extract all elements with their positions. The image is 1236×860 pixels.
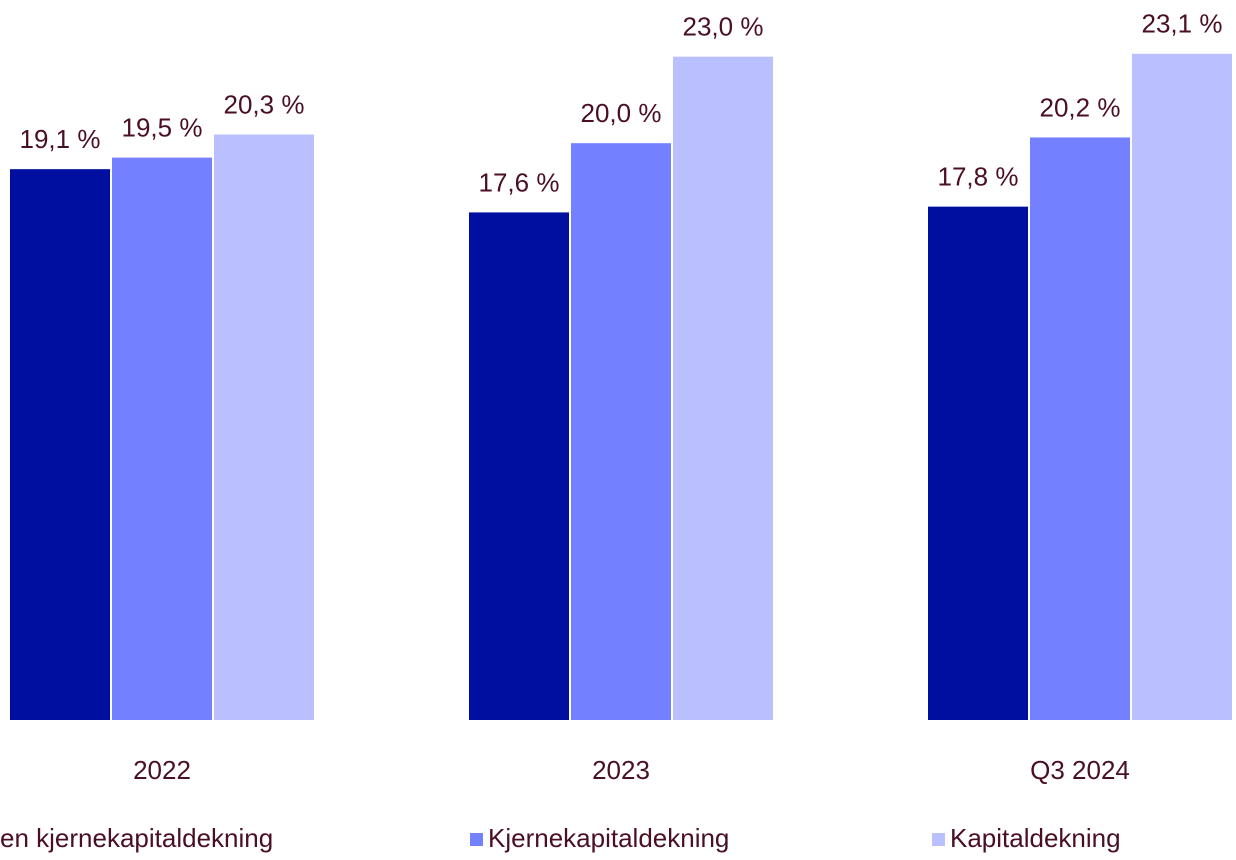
value-label: 20,3 % (224, 89, 305, 119)
value-label: 19,5 % (122, 112, 203, 142)
bar (673, 56, 773, 721)
value-label: 23,1 % (1142, 9, 1223, 39)
bar (469, 212, 569, 720)
bar (10, 169, 110, 720)
bar (112, 157, 212, 720)
legend-label: en kjernekapitaldekning (0, 823, 273, 853)
legend-marker (932, 833, 945, 846)
bar (928, 206, 1028, 720)
legend-marker (470, 833, 483, 846)
value-label: 19,1 % (20, 124, 101, 154)
value-label: 20,0 % (581, 98, 662, 128)
value-label: 17,6 % (479, 167, 560, 197)
x-tick-label: 2022 (133, 755, 191, 785)
bar (571, 143, 671, 720)
legend-label: Kjernekapitaldekning (488, 823, 729, 853)
bar (1132, 53, 1232, 720)
value-label: 23,0 % (683, 12, 764, 42)
legend-label: Kapitaldekning (950, 823, 1121, 853)
x-tick-label: Q3 2024 (1030, 755, 1130, 785)
value-label: 17,8 % (938, 162, 1019, 192)
x-tick-label: 2023 (592, 755, 650, 785)
bar (214, 134, 314, 721)
value-label: 20,2 % (1040, 92, 1121, 122)
bar (1030, 137, 1130, 720)
